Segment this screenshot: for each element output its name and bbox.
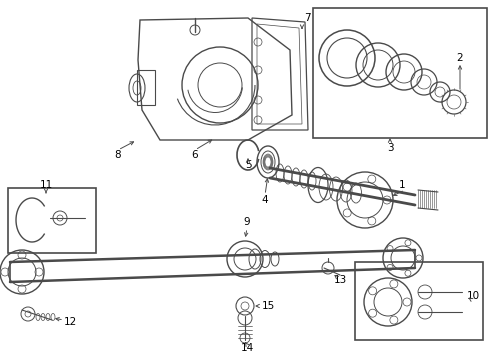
Text: 5: 5 [244, 160, 251, 170]
Text: 15: 15 [261, 301, 274, 311]
Text: 6: 6 [191, 150, 198, 160]
Text: 14: 14 [240, 343, 253, 353]
Text: 7: 7 [303, 13, 310, 23]
Text: 8: 8 [115, 150, 121, 160]
Text: 4: 4 [261, 195, 268, 205]
Text: 9: 9 [243, 217, 250, 227]
Text: 10: 10 [466, 291, 479, 301]
Text: 13: 13 [333, 275, 346, 285]
Bar [137, 70, 155, 105]
Bar [354, 262, 482, 340]
Text: 3: 3 [386, 143, 392, 153]
Text: 11: 11 [40, 180, 53, 190]
Bar [312, 8, 486, 138]
Text: 1: 1 [398, 180, 405, 190]
Text: 12: 12 [63, 317, 77, 327]
Text: 2: 2 [456, 53, 462, 63]
Bar [8, 188, 96, 253]
